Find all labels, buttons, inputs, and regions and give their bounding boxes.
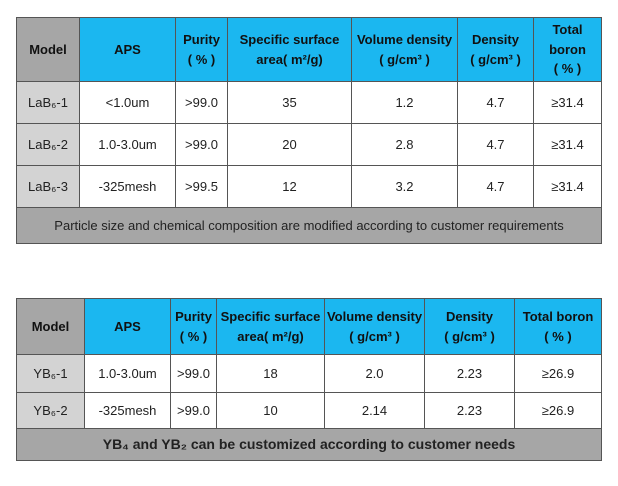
header-purity: Purity ( % ) — [175, 17, 228, 82]
table-row: LaB₆-1 <1.0um >99.0 35 1.2 4.7 ≥31.4 — [16, 81, 602, 124]
header-tb-label: Total boron — [522, 309, 594, 324]
header-vol-label: Volume density — [356, 32, 453, 47]
aps-cell: 1.0-3.0um — [79, 123, 176, 166]
model-cell: YB₆-1 — [16, 354, 85, 393]
header-tb-unit: ( % ) — [553, 61, 582, 77]
density-cell: 4.7 — [457, 165, 534, 208]
header-purity: Purity ( % ) — [170, 298, 217, 355]
volume-density-cell: 2.8 — [351, 123, 458, 166]
header-aps: APS — [79, 17, 176, 82]
ssa-cell: 12 — [227, 165, 352, 208]
header-density: Density ( g/cm³ ) — [424, 298, 515, 355]
total-boron-cell: ≥26.9 — [514, 354, 602, 393]
volume-density-cell: 1.2 — [351, 81, 458, 124]
volume-density-cell: 2.14 — [324, 392, 425, 429]
table-note: YB₄ and YB₂ can be customized according … — [16, 428, 602, 461]
density-cell: 2.23 — [424, 354, 515, 393]
total-boron-cell: ≥31.4 — [533, 165, 602, 208]
volume-density-cell: 2.0 — [324, 354, 425, 393]
header-ssa-unit: area( m²/g) — [237, 328, 304, 344]
header-tb-unit: ( % ) — [544, 328, 572, 344]
purity-cell: >99.0 — [175, 123, 228, 166]
purity-cell: >99.0 — [170, 392, 217, 429]
table-footer-row: Particle size and chemical composition a… — [16, 207, 602, 244]
ssa-cell: 10 — [216, 392, 325, 429]
model-cell: LaB₆-1 — [16, 81, 80, 124]
header-purity-label: Purity — [183, 32, 220, 47]
header-density: Density ( g/cm³ ) — [457, 17, 534, 82]
total-boron-cell: ≥31.4 — [533, 81, 602, 124]
header-model: Model — [16, 17, 80, 82]
purity-cell: >99.0 — [170, 354, 217, 393]
header-den-label: Density — [472, 32, 519, 47]
model-cell: LaB₆-2 — [16, 123, 80, 166]
header-total-boron: Total boron ( % ) — [514, 298, 602, 355]
header-vol-label: Volume density — [326, 309, 423, 324]
table-header-row: Model APS Purity ( % ) Specific surface … — [16, 17, 602, 82]
aps-cell: -325mesh — [79, 165, 176, 208]
aps-cell: 1.0-3.0um — [84, 354, 171, 393]
header-total-boron: Total boron ( % ) — [533, 17, 602, 82]
table-row: LaB₆-3 -325mesh >99.5 12 3.2 4.7 ≥31.4 — [16, 165, 602, 208]
header-vol-unit: ( g/cm³ ) — [349, 328, 400, 344]
aps-cell: -325mesh — [84, 392, 171, 429]
lab6-spec-table: Model APS Purity ( % ) Specific surface … — [16, 17, 602, 244]
total-boron-cell: ≥26.9 — [514, 392, 602, 429]
model-cell: YB₆-2 — [16, 392, 85, 429]
table-row: YB₆-2 -325mesh >99.0 10 2.14 2.23 ≥26.9 — [16, 392, 602, 429]
purity-cell: >99.5 — [175, 165, 228, 208]
header-purity-label: Purity — [175, 309, 212, 324]
header-ssa-unit: area( m²/g) — [256, 51, 323, 67]
volume-density-cell: 3.2 — [351, 165, 458, 208]
header-model: Model — [16, 298, 85, 355]
ssa-cell: 18 — [216, 354, 325, 393]
header-purity-unit: ( % ) — [187, 51, 216, 67]
ssa-cell: 35 — [227, 81, 352, 124]
header-den-unit: ( g/cm³ ) — [444, 328, 495, 344]
ssa-cell: 20 — [227, 123, 352, 166]
header-specific-surface: Specific surface area( m²/g) — [227, 17, 352, 82]
header-aps: APS — [84, 298, 171, 355]
header-tb-label: Total boron — [549, 22, 586, 57]
model-cell: LaB₆-3 — [16, 165, 80, 208]
table-note: Particle size and chemical composition a… — [16, 207, 602, 244]
header-den-unit: ( g/cm³ ) — [470, 51, 521, 67]
density-cell: 4.7 — [457, 81, 534, 124]
density-cell: 4.7 — [457, 123, 534, 166]
header-volume-density: Volume density ( g/cm³ ) — [351, 17, 458, 82]
purity-cell: >99.0 — [175, 81, 228, 124]
header-purity-unit: ( % ) — [179, 328, 208, 344]
header-ssa-label: Specific surface — [220, 309, 321, 324]
table-row: YB₆-1 1.0-3.0um >99.0 18 2.0 2.23 ≥26.9 — [16, 354, 602, 393]
header-specific-surface: Specific surface area( m²/g) — [216, 298, 325, 355]
total-boron-cell: ≥31.4 — [533, 123, 602, 166]
table-header-row: Model APS Purity ( % ) Specific surface … — [16, 298, 602, 355]
header-vol-unit: ( g/cm³ ) — [379, 51, 430, 67]
table-footer-row: YB₄ and YB₂ can be customized according … — [16, 428, 602, 461]
aps-cell: <1.0um — [79, 81, 176, 124]
density-cell: 2.23 — [424, 392, 515, 429]
table-row: LaB₆-2 1.0-3.0um >99.0 20 2.8 4.7 ≥31.4 — [16, 123, 602, 166]
header-volume-density: Volume density ( g/cm³ ) — [324, 298, 425, 355]
header-den-label: Density — [446, 309, 493, 324]
yb6-spec-table: Model APS Purity ( % ) Specific surface … — [16, 298, 602, 461]
header-ssa-label: Specific surface — [239, 32, 340, 47]
